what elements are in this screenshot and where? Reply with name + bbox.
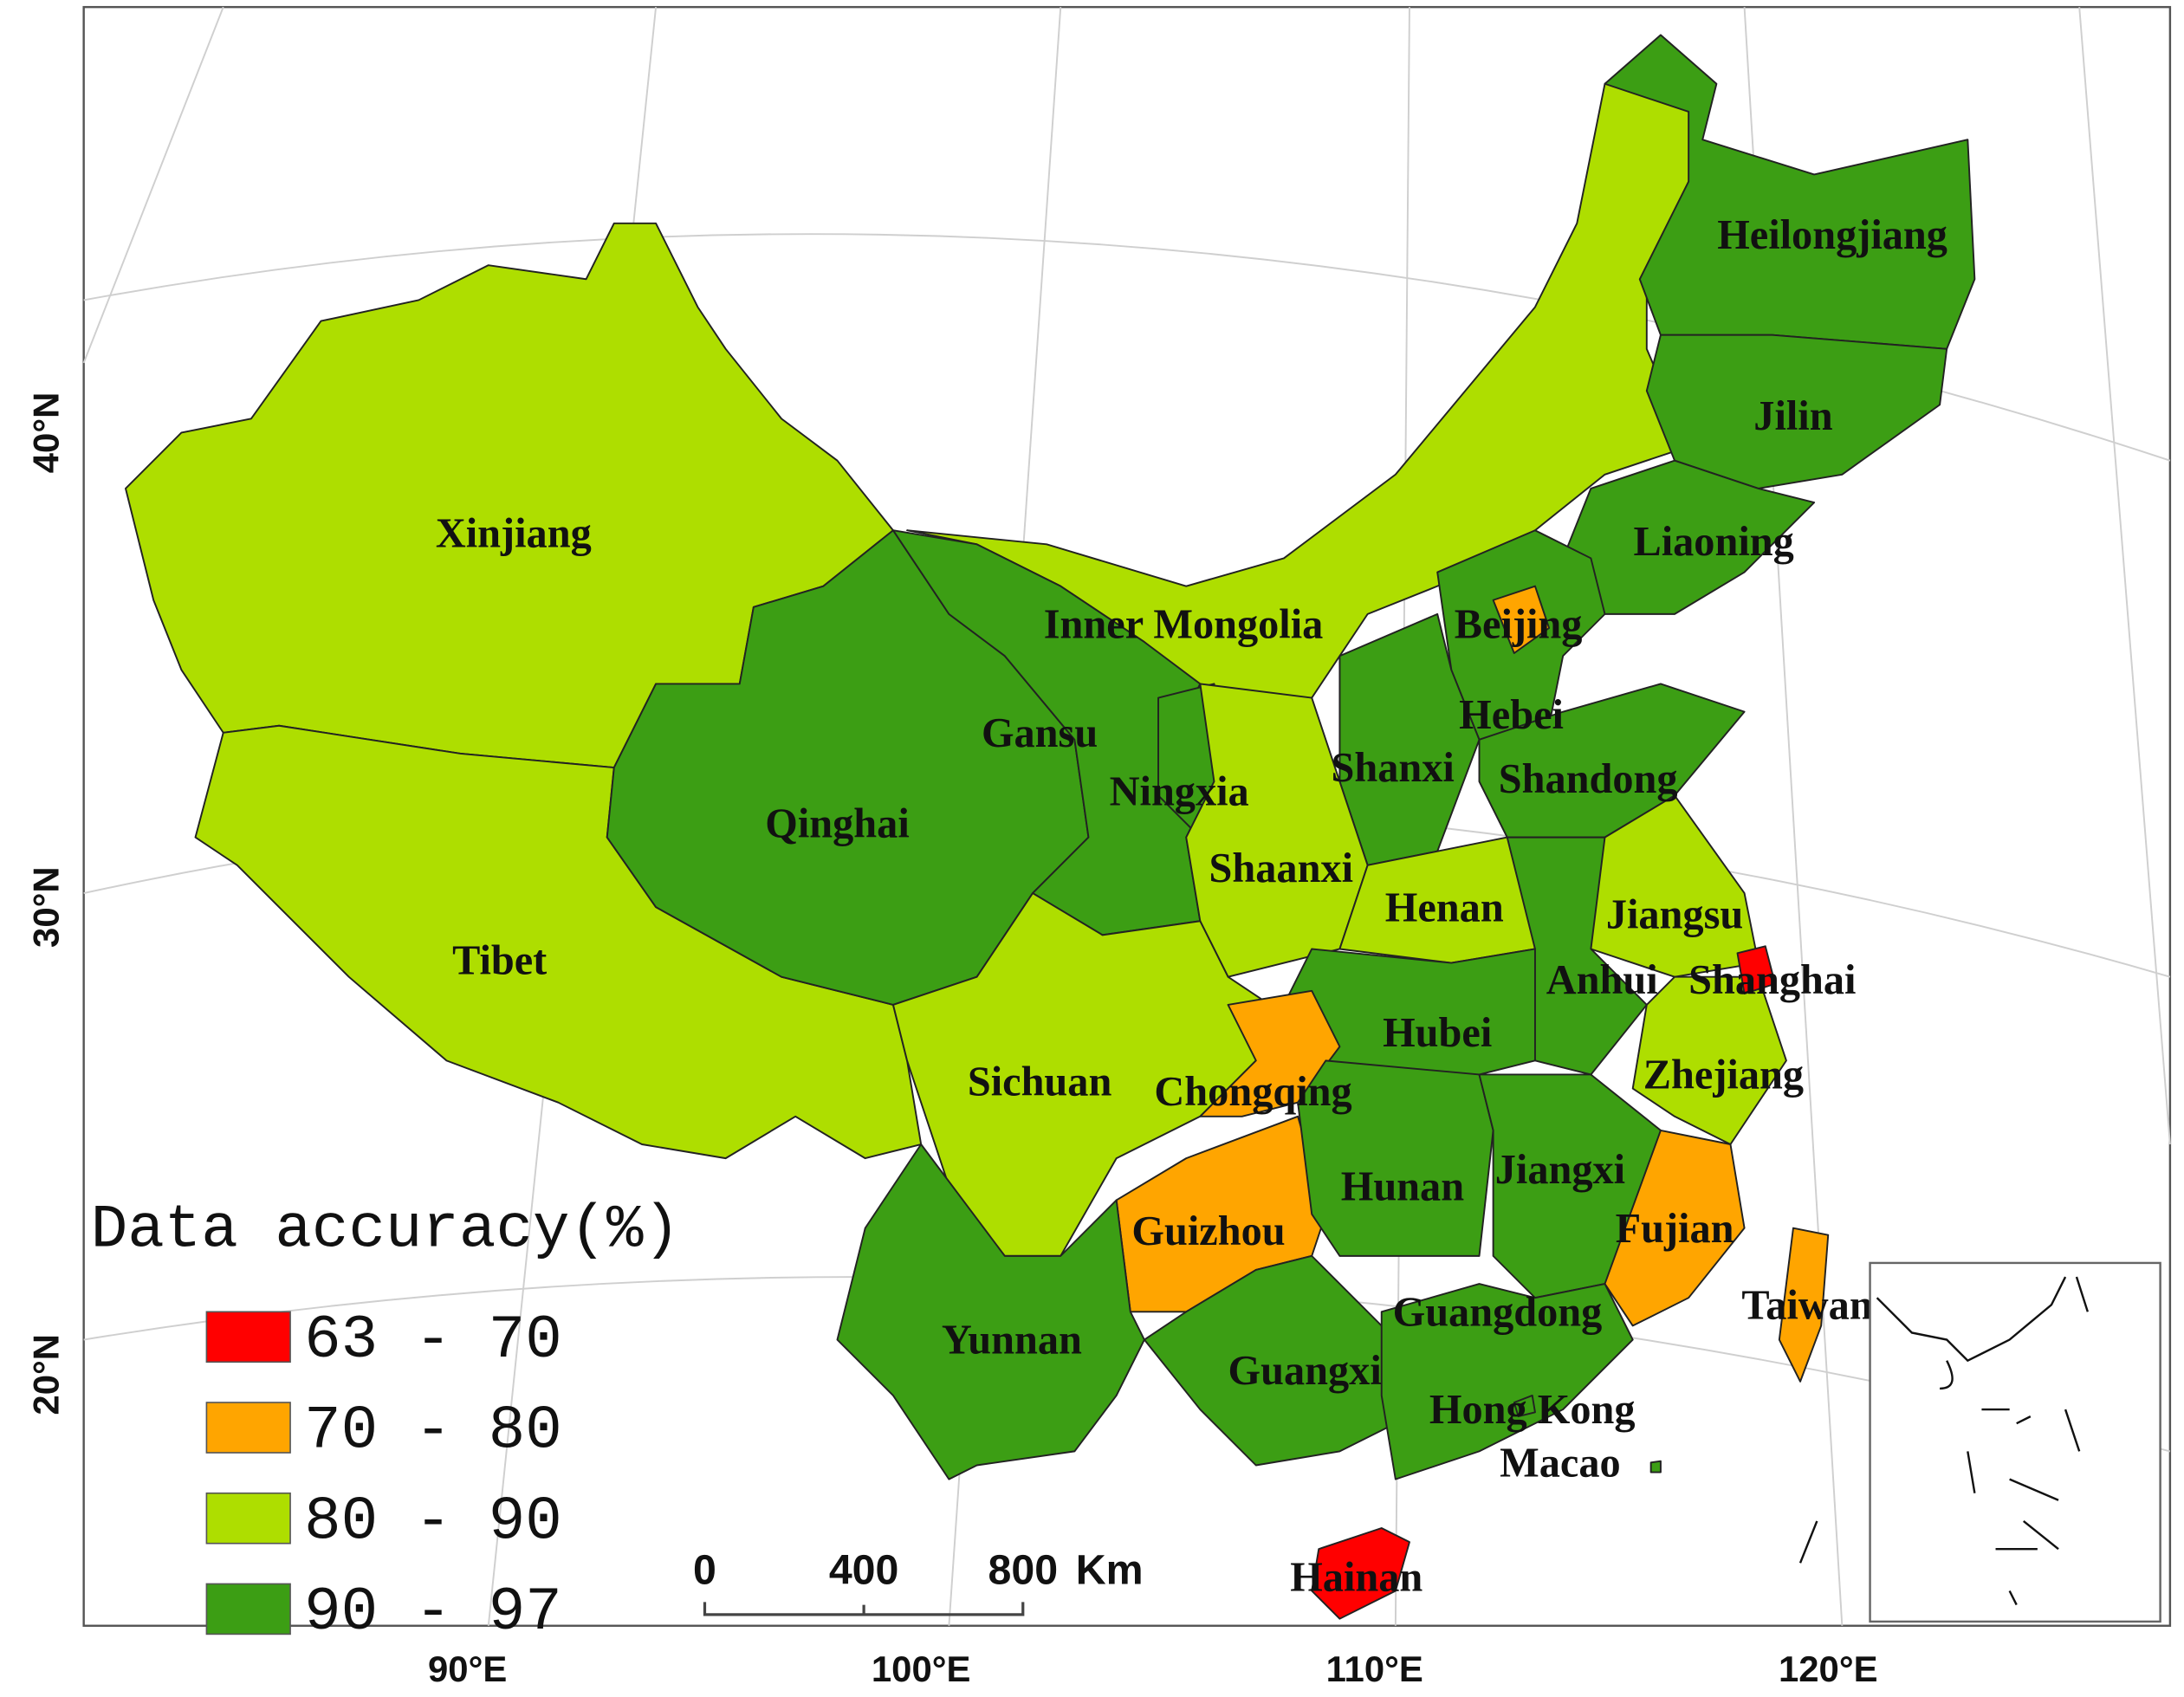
region-label: Hong Kong [1429, 1387, 1636, 1433]
scale-label: 400 [829, 1546, 899, 1593]
region-label: Shandong [1499, 756, 1678, 802]
region-label: Guangxi [1228, 1348, 1382, 1394]
region [1649, 1460, 1662, 1474]
region-label: Fujian [1616, 1206, 1734, 1252]
lon-label: 100°E [872, 1648, 971, 1689]
region-label: Jilin [1753, 393, 1832, 439]
region-label: Jiangsu [1606, 891, 1743, 937]
region-label: Macao [1500, 1440, 1621, 1486]
legend-label: 70 - 80 [304, 1397, 562, 1467]
lat-label: 40°N [26, 392, 67, 474]
inset [1798, 1261, 2161, 1623]
region-label: Hainan [1290, 1554, 1423, 1600]
region-label: Liaoning [1633, 519, 1793, 565]
legend-label: 63 - 70 [304, 1306, 562, 1376]
region [1492, 585, 1551, 654]
legend-swatch [205, 1492, 291, 1545]
region [1199, 989, 1341, 1117]
region [1311, 1527, 1410, 1620]
legend-label: 80 - 90 [304, 1487, 562, 1557]
region-label: Taiwan [1741, 1282, 1872, 1328]
region-label: Guangdong [1393, 1289, 1603, 1335]
region [836, 1143, 1145, 1480]
region [1631, 975, 1787, 1145]
region-label: Zhejiang [1643, 1053, 1804, 1098]
scale-unit: Km [1076, 1546, 1144, 1593]
region-label: Heilongjiang [1717, 212, 1947, 258]
lat-label: 20°N [26, 1334, 67, 1415]
scale-bar [703, 1602, 1025, 1616]
scale-label: 0 [693, 1546, 716, 1593]
region-label: Hebei [1459, 692, 1564, 738]
region-label: Sichuan [968, 1059, 1112, 1105]
lat-label: 30°N [26, 866, 67, 948]
region [1736, 945, 1776, 994]
region-label: Chongqing [1154, 1069, 1351, 1115]
region [1380, 1283, 1634, 1480]
legend-label: 90 - 97 [304, 1578, 562, 1648]
lon-label: 110°E [1326, 1648, 1423, 1689]
region-label: Qinghai [765, 801, 909, 847]
region-label: Henan [1385, 884, 1504, 930]
region-label: Guizhou [1131, 1208, 1285, 1254]
legend-title: Data accuracy(%) [91, 1196, 680, 1266]
region-label: Xinjiang [436, 511, 592, 557]
region-label: Anhui [1546, 957, 1658, 1003]
region [1778, 1227, 1830, 1383]
legend-swatch [205, 1583, 291, 1635]
region-labels: Xinjiang Tibet Inner Mongolia Qinghai Gansu H… [436, 212, 1947, 1601]
region-label: Inner Mongolia [1044, 601, 1324, 647]
legend-swatch [205, 1311, 291, 1363]
region-label: Shanxi [1331, 745, 1454, 791]
lon-label: 90°E [428, 1648, 507, 1689]
region-label: Ningxia [1110, 769, 1249, 815]
region [1513, 1394, 1536, 1418]
regions [125, 34, 1976, 1620]
region-label: Beijing [1455, 601, 1583, 647]
region-label: Hunan [1341, 1163, 1464, 1209]
region-label: Shaanxi [1209, 845, 1354, 891]
region-label: Hubei [1383, 1010, 1492, 1056]
legend-swatch [205, 1402, 291, 1454]
scale-label: 800 [988, 1546, 1058, 1593]
region-label: Tibet [452, 937, 547, 983]
region-label: Yunnan [942, 1318, 1082, 1363]
region [1185, 683, 1369, 978]
lon-label: 120°E [1779, 1648, 1878, 1689]
region-label: Gansu [982, 710, 1098, 756]
region [1645, 334, 1948, 489]
region-label: Shanghai [1688, 957, 1856, 1003]
region-label: Jiangxi [1495, 1147, 1625, 1193]
region [1604, 34, 1976, 350]
